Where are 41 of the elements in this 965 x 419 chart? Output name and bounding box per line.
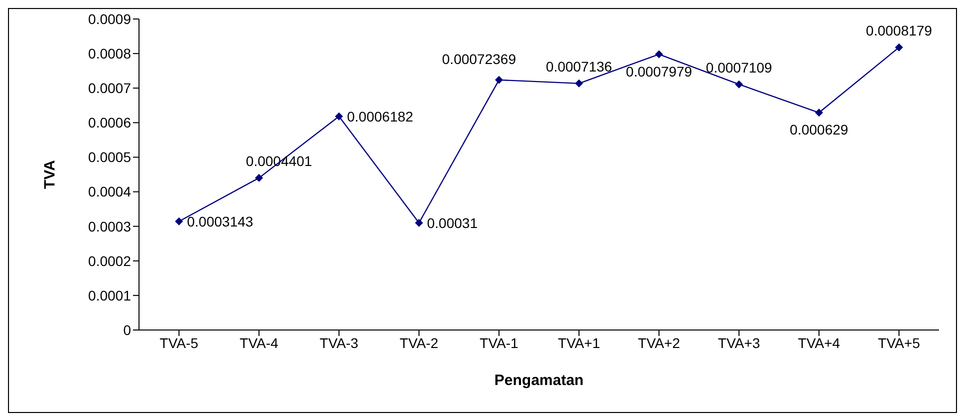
data-label: 0.000629 — [790, 122, 848, 138]
data-label: 0.00072369 — [442, 50, 516, 67]
y-tick-label: 0.0002 — [88, 252, 132, 269]
y-tick-label: 0.0007 — [88, 80, 132, 96]
x-tick-label: TVA-2 — [400, 334, 439, 351]
y-tick-label: 0 — [123, 322, 132, 338]
point — [735, 80, 743, 88]
x-axis-title: Pengamatan — [494, 372, 584, 389]
x-tick-label: TVA+4 — [798, 334, 840, 351]
data-label: 0.0008179 — [866, 22, 932, 38]
data-label: 0.0007136 — [546, 58, 612, 74]
point — [335, 112, 343, 120]
y-tick-label: 0.0001 — [88, 287, 132, 304]
x-tick-label: TVA+2 — [638, 334, 680, 351]
x-tick-label: TVA-5 — [160, 334, 199, 351]
point — [895, 43, 903, 52]
data-label: 0.00031 — [427, 214, 478, 231]
y-tick-label: 0.0004 — [88, 184, 132, 200]
y-tick-label: 0.0009 — [88, 10, 132, 27]
y-tick-label: 0.0008 — [88, 46, 132, 62]
y-tick-label: 0.0006 — [88, 114, 132, 131]
point — [655, 50, 663, 58]
y-axis-title: TVA — [41, 160, 58, 189]
point — [815, 108, 823, 117]
y-tick-label: 0.0003 — [88, 218, 132, 234]
data-label: 0.0007109 — [706, 59, 772, 76]
x-tick-label: TVA-3 — [320, 334, 359, 351]
data-label: 0.0007979 — [626, 63, 692, 80]
x-tick-label: TVA+3 — [718, 334, 760, 351]
data-label: 0.0006182 — [347, 108, 414, 124]
point — [495, 76, 503, 84]
x-tick-label: TVA+1 — [558, 334, 600, 351]
point — [175, 217, 183, 226]
x-tick-label: TVA+5 — [878, 334, 920, 351]
x-tick-label: TVA-4 — [240, 334, 279, 351]
point — [255, 174, 263, 182]
y-tick-label: 0.0005 — [88, 149, 132, 166]
x-tick-label: TVA-1 — [480, 334, 519, 351]
data-label: 0.0003143 — [187, 213, 254, 230]
point — [575, 79, 583, 88]
point — [415, 218, 423, 227]
